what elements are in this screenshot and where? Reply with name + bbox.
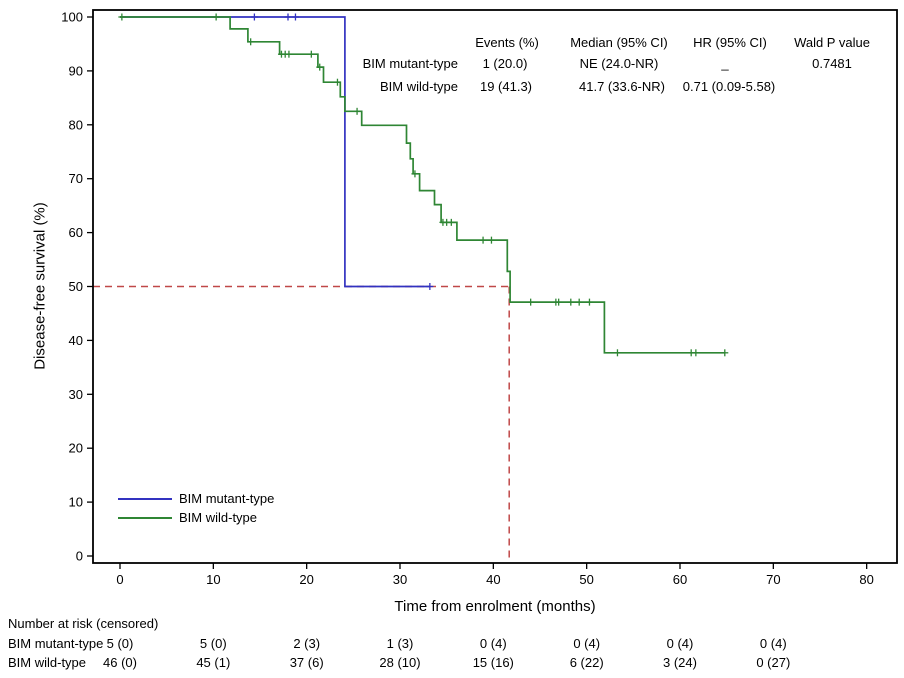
y-tick-label: 80: [69, 117, 83, 132]
risk-value: 3 (24): [663, 655, 697, 670]
x-tick-label: 50: [579, 572, 593, 587]
stats-row-label: BIM wild-type: [379, 79, 458, 94]
x-tick-label: 70: [766, 572, 780, 587]
stats-row-label: BIM mutant-type: [362, 56, 458, 71]
risk-table-title: Number at risk (censored): [8, 616, 159, 631]
legend-line-bim-mutant-type: [118, 498, 172, 500]
stats-header-hr: HR (95% CI): [693, 35, 767, 50]
x-tick-label: 60: [673, 572, 687, 587]
y-tick-label: 10: [69, 495, 83, 510]
risk-value: 37 (6): [289, 655, 324, 670]
stats-cell-wald: 0.7481: [812, 56, 852, 71]
stats-cell-median: NE (24.0-NR): [579, 56, 659, 71]
stats-header-events: Events (%): [475, 35, 539, 50]
x-tick-label: 20: [299, 572, 313, 587]
risk-value: 2 (3): [293, 636, 321, 651]
stats-cell-median: 41.7 (33.6-NR): [579, 79, 665, 94]
x-tick-label: 0: [116, 572, 123, 587]
risk-value: 0 (4): [573, 636, 601, 651]
stats-header-wald: Wald P value: [794, 35, 870, 50]
risk-value: 5 (0): [199, 636, 227, 651]
series-path-bim-mutant-type: [120, 16, 430, 288]
y-tick-label: 50: [69, 279, 83, 294]
risk-value: 15 (16): [472, 655, 514, 670]
y-tick-label: 20: [69, 441, 83, 456]
stats-header-median: Median (95% CI): [570, 35, 668, 50]
x-tick-label: 40: [486, 572, 500, 587]
y-tick-label: 40: [69, 333, 83, 348]
stats-cell-events: 1 (20.0): [482, 56, 528, 71]
risk-value: 0 (4): [759, 636, 787, 651]
risk-value: 0 (4): [666, 636, 694, 651]
risk-value: 1 (3): [386, 636, 414, 651]
stats-cell-hr: _: [721, 56, 729, 71]
risk-value: 0 (27): [756, 655, 791, 670]
legend-label-bim-mutant-type: BIM mutant-type: [179, 491, 275, 506]
risk-row-label: BIM wild-type: [8, 655, 87, 670]
y-tick-label: 100: [61, 10, 83, 25]
risk-value: 45 (1): [196, 655, 231, 670]
y-tick-label: 90: [69, 63, 83, 78]
x-axis-title: Time from enrolment (months): [394, 598, 596, 615]
x-tick-label: 10: [206, 572, 220, 587]
risk-value: 28 (10): [379, 655, 421, 670]
risk-value: 6 (22): [569, 655, 604, 670]
risk-value: 5 (0): [106, 636, 134, 651]
risk-value: 46 (0): [103, 655, 137, 670]
x-tick-label: 30: [393, 572, 407, 587]
x-tick-label: 80: [859, 572, 873, 587]
risk-value: 0 (4): [479, 636, 507, 651]
y-tick-label: 0: [76, 549, 83, 564]
legend-label-bim-wild-type: BIM wild-type: [179, 510, 258, 525]
legend-line-bim-wild-type: [118, 517, 172, 519]
risk-row-label: BIM mutant-type: [8, 636, 104, 651]
y-axis-title: Disease-free survival (%): [31, 202, 49, 370]
y-tick-label: 70: [69, 171, 83, 186]
stats-cell-events: 19 (41.3): [479, 79, 533, 94]
y-tick-label: 30: [69, 387, 83, 402]
stats-cell-hr: 0.71 (0.09-5.58): [682, 79, 776, 94]
y-tick-label: 60: [69, 225, 83, 240]
